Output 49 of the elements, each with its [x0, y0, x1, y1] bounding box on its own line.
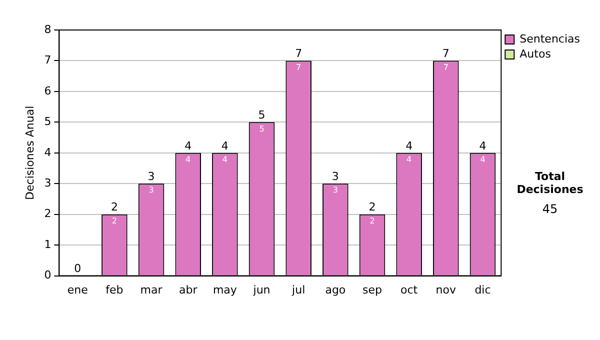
total-label: 4: [479, 139, 486, 152]
total-label: 4: [184, 139, 192, 152]
x-tick-label: ago: [325, 283, 346, 296]
x-tick-label: jun: [252, 283, 270, 296]
y-axis-title: Decisiones Anual: [23, 106, 36, 200]
x-tick-label: dic: [474, 283, 491, 296]
x-tick-label: mar: [140, 283, 163, 296]
y-tick-label: 8: [44, 22, 52, 36]
y-tick-label: 0: [44, 268, 52, 282]
x-tick-label: sep: [362, 283, 382, 296]
y-tick-label: 2: [44, 207, 52, 220]
y-tick-label: 4: [44, 146, 52, 159]
data-label: 3: [148, 186, 154, 195]
total-label: 3: [332, 170, 339, 183]
y-tick-label: 1: [44, 238, 52, 251]
data-label: 4: [406, 154, 412, 164]
total-label: 4: [221, 139, 228, 152]
x-tick-label: ene: [67, 283, 88, 296]
total-label: 2: [110, 200, 118, 214]
total-label: 5: [258, 108, 266, 122]
y-tick-label: 5: [44, 115, 52, 128]
total-label: 2: [368, 200, 376, 214]
total-label: 4: [406, 139, 413, 152]
legend-label: Sentencias: [520, 32, 580, 46]
y-tick-label: 6: [44, 84, 52, 98]
x-tick-label: may: [212, 283, 238, 296]
total-label: 0: [74, 262, 82, 276]
data-label: 4: [480, 154, 486, 164]
data-label: 3: [332, 186, 338, 195]
text: Total Decisiones: [516, 170, 584, 196]
data-label: 2: [112, 216, 117, 226]
total-label: 7: [295, 47, 302, 60]
total-label: 3: [148, 170, 155, 183]
total-label: 7: [442, 47, 450, 60]
text: 45: [541, 202, 559, 216]
data-label: 5: [259, 124, 264, 134]
data-label: 4: [186, 154, 191, 164]
y-tick-label: 7: [44, 54, 52, 67]
x-tick-label: feb: [106, 283, 124, 296]
data-label: 7: [443, 62, 448, 72]
x-tick-label: abr: [178, 283, 198, 296]
data-label: 2: [370, 216, 375, 226]
legend-label: Autos: [520, 47, 552, 60]
data-label: 7: [296, 62, 302, 72]
x-tick-label: jul: [291, 283, 306, 296]
x-tick-label: nov: [436, 283, 456, 296]
y-tick-label: 3: [44, 176, 52, 190]
x-tick-label: oct: [400, 283, 418, 296]
data-label: 4: [222, 154, 228, 164]
